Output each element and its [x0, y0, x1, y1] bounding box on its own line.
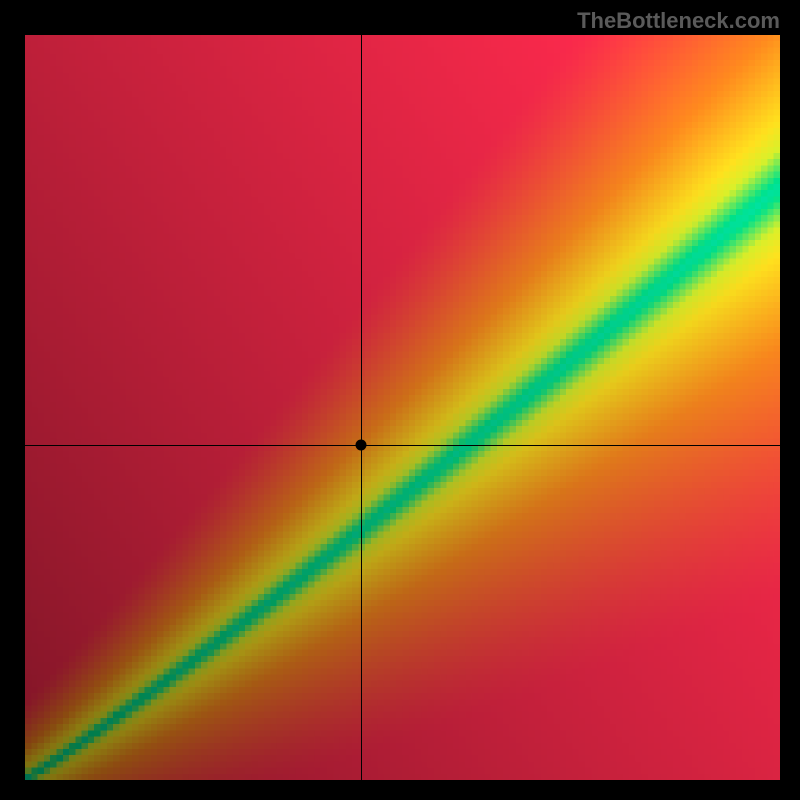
watermark-text: TheBottleneck.com — [577, 8, 780, 34]
heatmap-canvas — [25, 35, 780, 780]
crosshair-vertical — [361, 35, 362, 780]
chart-container: { "watermark": { "text": "TheBottleneck.… — [0, 0, 800, 800]
crosshair-horizontal — [25, 445, 780, 446]
heatmap-plot — [25, 35, 780, 780]
crosshair-marker — [355, 439, 366, 450]
